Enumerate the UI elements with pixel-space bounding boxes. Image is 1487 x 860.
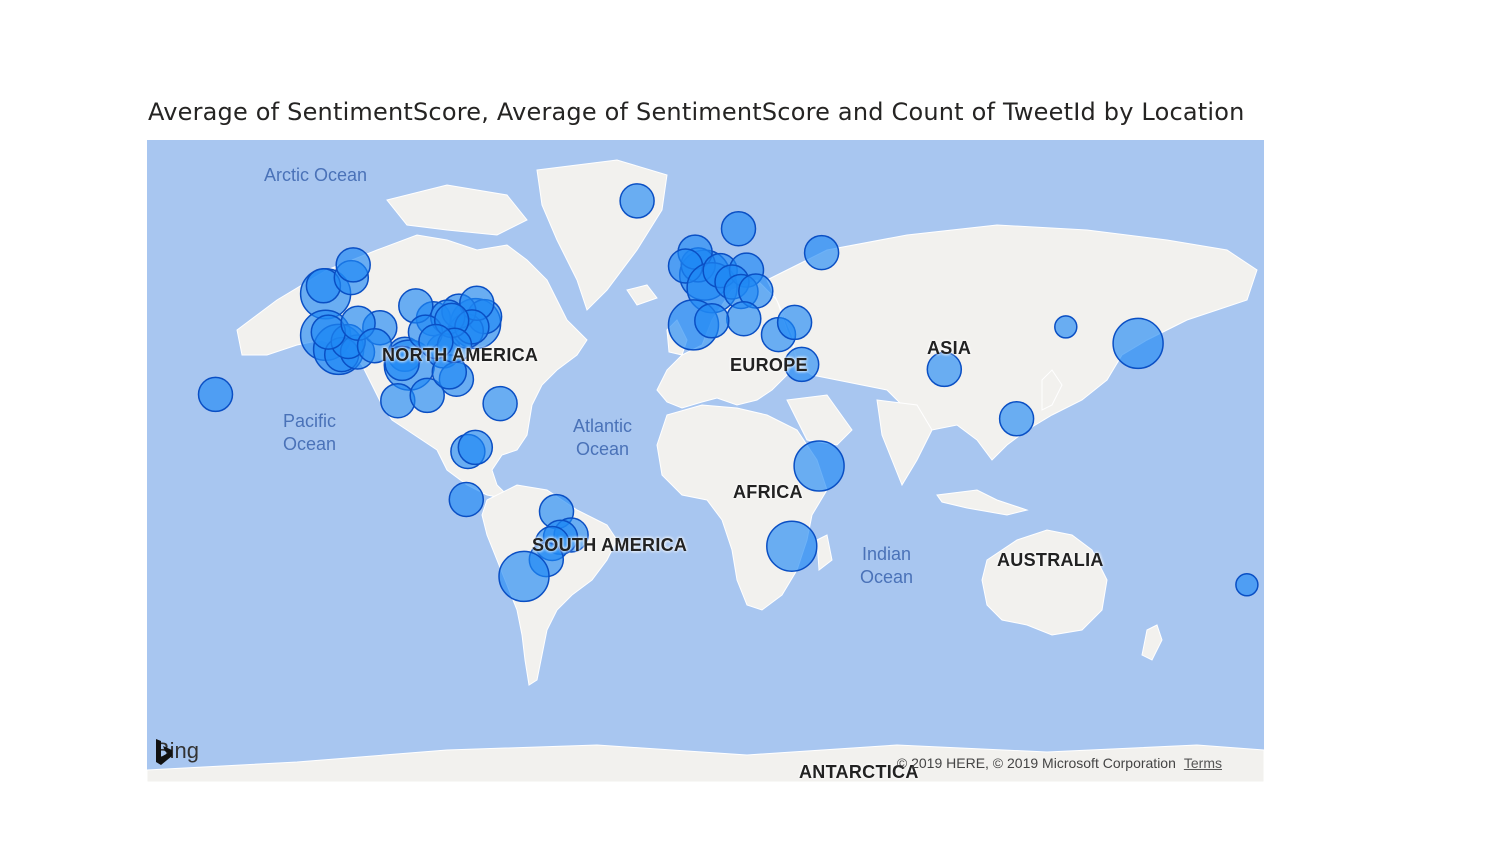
land-australia xyxy=(981,529,1108,636)
ocean-label-pacific-line2: Ocean xyxy=(283,434,337,454)
land-indonesia xyxy=(936,489,1029,516)
land-asia xyxy=(766,224,1258,461)
land-japan xyxy=(1041,369,1063,411)
land-arctic-islands xyxy=(386,184,528,236)
location-bubble[interactable] xyxy=(1054,315,1078,339)
ocean-label-atlantic: Atlantic Ocean xyxy=(573,415,632,461)
copyright-text: © 2019 HERE, © 2019 Microsoft Corporatio… xyxy=(896,755,1176,771)
location-bubble[interactable] xyxy=(310,314,347,350)
visual-title: Average of SentimentScore, Average of Se… xyxy=(148,98,1245,126)
location-bubble[interactable] xyxy=(766,520,818,572)
location-bubble[interactable] xyxy=(783,346,820,383)
location-bubble[interactable] xyxy=(776,304,813,341)
location-bubble[interactable] xyxy=(418,323,454,360)
ocean-label-atlantic-line2: Ocean xyxy=(575,439,630,459)
location-bubble[interactable] xyxy=(720,210,757,247)
location-bubble[interactable] xyxy=(409,377,445,414)
location-bubble[interactable] xyxy=(384,345,420,382)
map-visual[interactable]: Arctic Ocean Pacific Ocean Atlantic Ocea… xyxy=(147,140,1264,782)
location-bubble[interactable] xyxy=(726,300,762,337)
ocean-label-pacific-line1: Pacific xyxy=(283,411,337,431)
continent-label-africa: AFRICA xyxy=(733,482,803,502)
location-bubble[interactable] xyxy=(1112,317,1164,370)
location-bubble[interactable] xyxy=(457,429,494,466)
location-bubble[interactable] xyxy=(1235,573,1259,597)
location-bubble[interactable] xyxy=(356,327,393,364)
location-bubble[interactable] xyxy=(998,401,1035,437)
location-bubble[interactable] xyxy=(380,382,416,419)
land-india xyxy=(876,399,933,487)
land-arabia xyxy=(786,394,853,446)
location-bubble[interactable] xyxy=(482,385,518,422)
bing-icon xyxy=(156,739,172,765)
continent-label-antarctica: ANTARCTICA xyxy=(799,762,919,782)
location-bubble[interactable] xyxy=(197,376,234,413)
location-bubble[interactable] xyxy=(335,247,371,283)
terms-link[interactable]: Terms xyxy=(1183,755,1222,771)
land-new-zealand xyxy=(1141,624,1163,661)
ocean-label-indian-line2: Ocean xyxy=(860,567,914,587)
location-bubble[interactable] xyxy=(793,440,845,492)
map-attribution: © 2019 HERE, © 2019 Microsoft Corporatio… xyxy=(897,755,1222,771)
location-bubble[interactable] xyxy=(803,234,840,271)
continent-label-asia: ASIA xyxy=(927,338,972,358)
ocean-label-pacific: Pacific Ocean xyxy=(283,410,336,456)
land-madagascar xyxy=(816,534,833,571)
map-canvas[interactable] xyxy=(147,140,1264,782)
location-bubble[interactable] xyxy=(926,351,963,388)
land-antarctica xyxy=(147,744,1264,782)
bing-logo[interactable]: Bing xyxy=(155,738,199,765)
continent-label-south-america: SOUTH AMERICA xyxy=(532,535,688,555)
continent-label-australia: AUSTRALIA xyxy=(997,550,1104,570)
ocean-label-arctic: Arctic Ocean xyxy=(264,165,368,185)
continent-label-europe: EUROPE xyxy=(730,355,808,375)
land-iceland xyxy=(626,284,658,306)
ocean-label-atlantic-line1: Atlantic xyxy=(573,416,633,436)
ocean-label-indian: Indian Ocean xyxy=(860,543,913,589)
location-bubble[interactable] xyxy=(498,550,550,603)
continent-label-north-america: NORTH AMERICA xyxy=(382,345,539,365)
bubble-layer xyxy=(197,183,1259,603)
ocean-label-indian-line1: Indian xyxy=(862,544,912,564)
location-bubble[interactable] xyxy=(619,183,655,219)
location-bubble[interactable] xyxy=(448,481,485,518)
location-bubble[interactable] xyxy=(694,303,730,339)
